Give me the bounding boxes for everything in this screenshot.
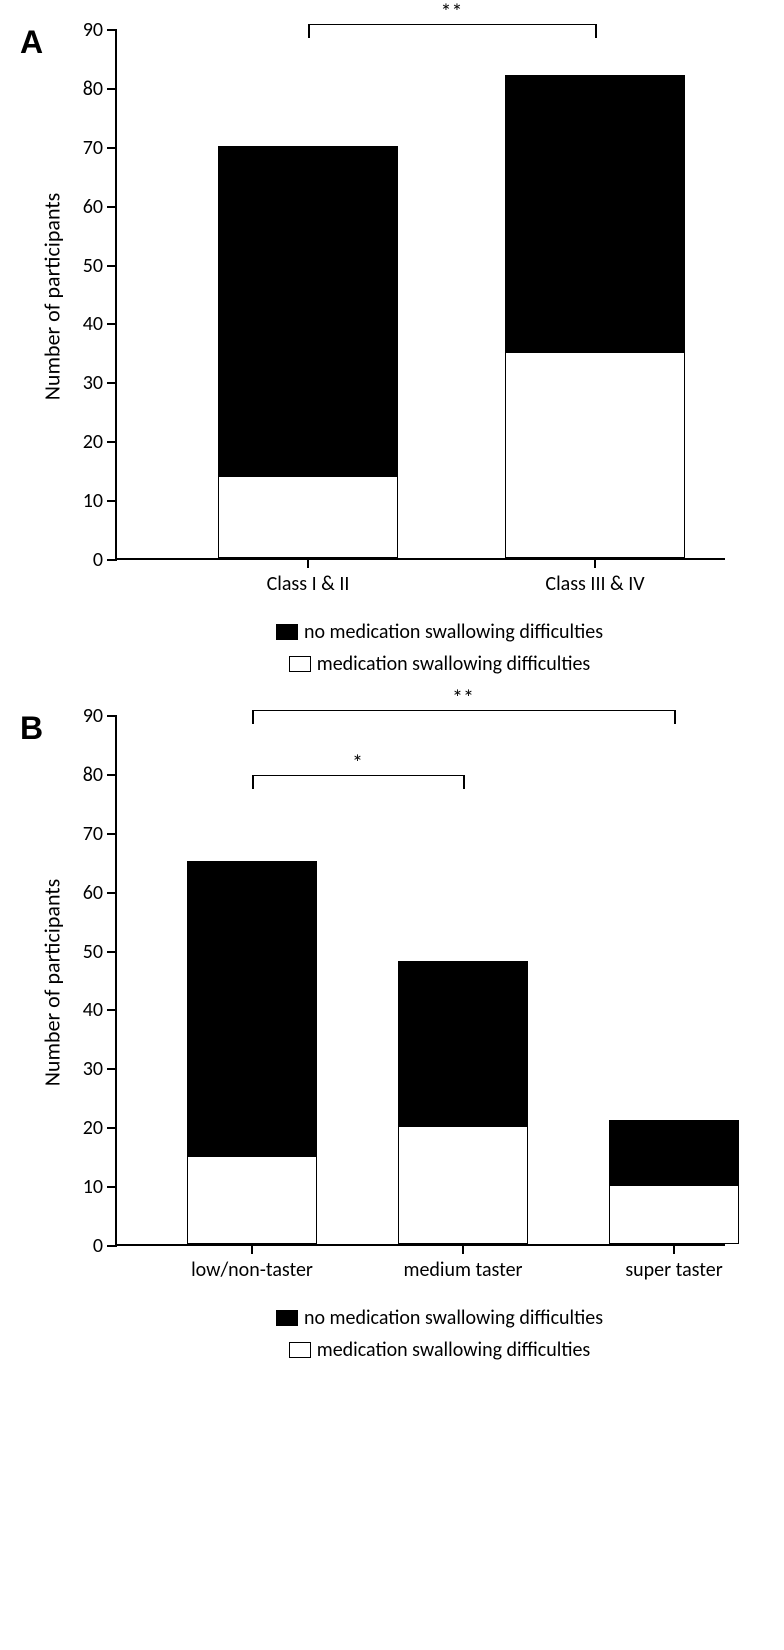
y-tick [107,1245,117,1247]
significance-bracket-leg [308,24,310,38]
y-tick [107,500,117,502]
bar-segment-difficulties [609,1185,739,1244]
panel-a: A Number of participants0102030405060708… [20,30,764,676]
y-tick [107,951,117,953]
panel-b-plot-area: Number of participants010203040506070809… [115,716,725,1246]
y-tick-label: 70 [83,822,103,846]
y-tick [107,1068,117,1070]
panel-a-chart: Number of participants010203040506070809… [115,30,764,560]
y-tick [107,147,117,149]
legend-text: medication swallowing difficulties [317,1338,591,1362]
bar-segment-no-difficulties [187,861,317,1155]
y-tick [107,1186,117,1188]
y-tick-label: 10 [83,1175,103,1199]
y-tick [107,323,117,325]
bar-stack [398,961,528,1244]
y-tick [107,441,117,443]
y-tick-label: 40 [83,998,103,1022]
y-tick [107,774,117,776]
y-tick [107,1009,117,1011]
x-tick [462,1244,464,1254]
x-tick-label: Class III & IV [545,572,644,596]
legend-swatch [289,1342,311,1358]
y-tick-label: 20 [83,1116,103,1140]
bar-segment-no-difficulties [218,146,398,476]
legend-text: no medication swallowing difficulties [304,620,603,644]
significance-label: * [352,749,363,776]
x-tick-label: low/non-taster [191,1258,313,1282]
bar-segment-no-difficulties [505,75,685,352]
bar-segment-difficulties [218,476,398,558]
legend-swatch [276,1310,298,1326]
y-tick-label: 30 [83,371,103,395]
x-tick-label: medium taster [403,1258,522,1282]
significance-label: ** [452,684,474,711]
significance-label: ** [441,0,463,25]
y-tick [107,559,117,561]
y-tick [107,715,117,717]
panel-a-legend: no medication swallowing difficulties med… [115,620,764,676]
y-tick [107,29,117,31]
x-tick-label: Class I & II [267,572,350,596]
y-tick-label: 20 [83,430,103,454]
bar-segment-difficulties [187,1156,317,1244]
y-tick-label: 80 [83,77,103,101]
bar-segment-difficulties [505,352,685,558]
y-tick [107,833,117,835]
legend-text: no medication swallowing difficulties [304,1306,603,1330]
y-tick-label: 50 [83,940,103,964]
legend-item: no medication swallowing difficulties [276,1306,603,1330]
panel-b: B Number of participants0102030405060708… [20,716,764,1362]
y-tick [107,382,117,384]
y-tick [107,892,117,894]
legend-item: medication swallowing difficulties [289,1338,591,1362]
y-tick-label: 90 [83,704,103,728]
y-tick [107,1127,117,1129]
y-tick [107,265,117,267]
y-tick-label: 0 [93,1234,103,1258]
y-tick-label: 60 [83,881,103,905]
y-tick-label: 90 [83,18,103,42]
y-tick-label: 0 [93,548,103,572]
y-tick-label: 40 [83,312,103,336]
y-tick-label: 30 [83,1057,103,1081]
panel-a-label: A [20,24,43,61]
bar-stack [609,1120,739,1244]
legend-item: medication swallowing difficulties [289,652,591,676]
panel-b-chart: Number of participants010203040506070809… [115,716,764,1246]
y-tick-label: 50 [83,254,103,278]
legend-text: medication swallowing difficulties [317,652,591,676]
legend-item: no medication swallowing difficulties [276,620,603,644]
panel-a-plot-area: Number of participants010203040506070809… [115,30,725,560]
bar-stack [187,861,317,1244]
y-tick-label: 10 [83,489,103,513]
panel-b-label: B [20,710,43,747]
legend-swatch [276,624,298,640]
x-tick [673,1244,675,1254]
significance-bracket-leg [674,710,676,724]
bar-segment-difficulties [398,1126,528,1244]
bar-stack [505,75,685,558]
significance-bracket-leg [252,775,254,789]
significance-bracket-leg [595,24,597,38]
y-tick-label: 60 [83,195,103,219]
panel-b-legend: no medication swallowing difficulties med… [115,1306,764,1362]
x-tick-label: super taster [625,1258,722,1282]
y-tick-label: 70 [83,136,103,160]
bar-stack [218,146,398,558]
significance-bracket-leg [252,710,254,724]
y-axis-label: Number of participants [39,167,66,427]
legend-swatch [289,656,311,672]
significance-bracket-leg [463,775,465,789]
x-tick [594,558,596,568]
bar-segment-no-difficulties [398,961,528,1126]
y-axis-label: Number of participants [39,853,66,1113]
y-tick [107,88,117,90]
x-tick [307,558,309,568]
bar-segment-no-difficulties [609,1120,739,1185]
y-tick-label: 80 [83,763,103,787]
y-tick [107,206,117,208]
x-tick [251,1244,253,1254]
